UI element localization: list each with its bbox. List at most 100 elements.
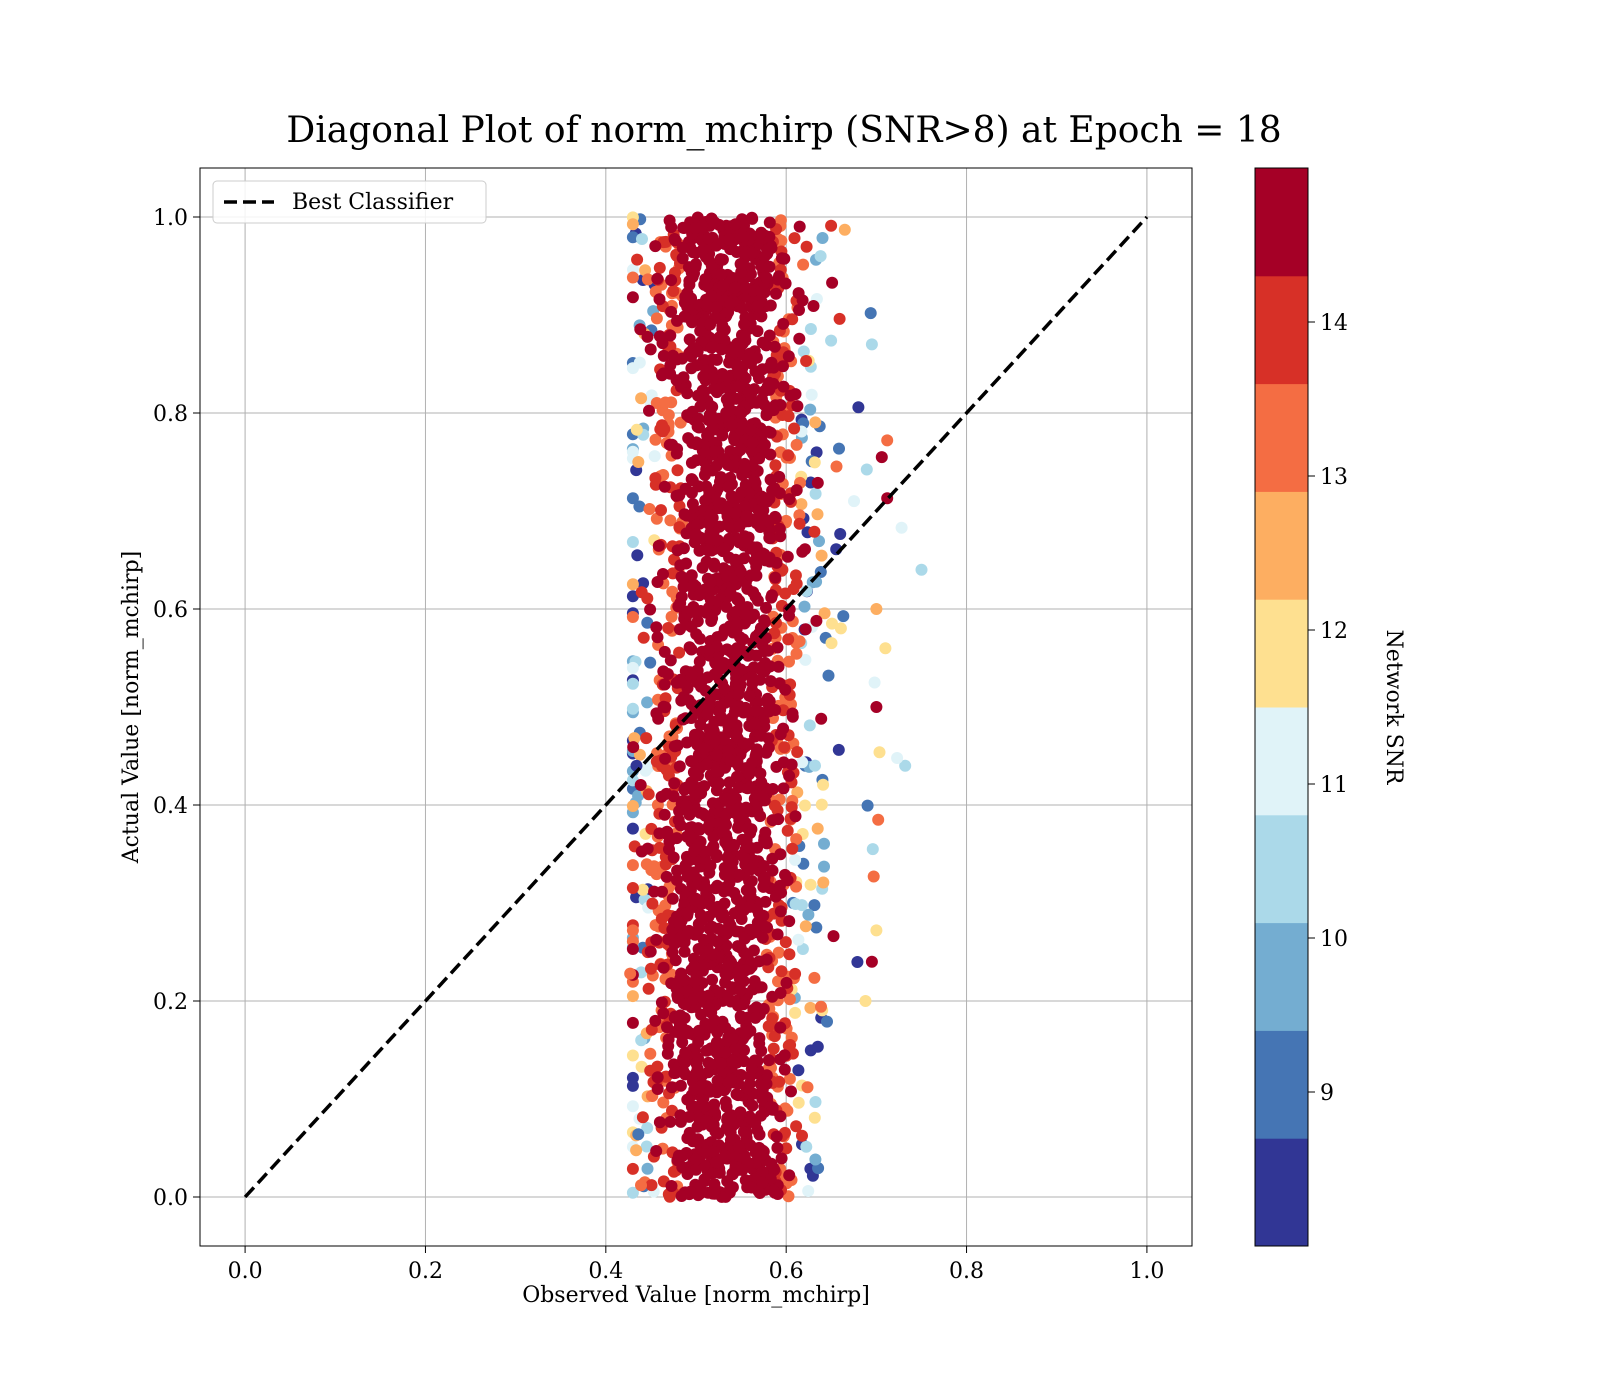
- scatter-point: [777, 360, 789, 373]
- scatter-point: [774, 848, 787, 861]
- scatter-point: [783, 993, 796, 1006]
- scatter-point: [673, 489, 686, 502]
- scatter-point: [809, 1153, 822, 1166]
- scatter-point: [782, 410, 795, 423]
- best-classifier-line: [243, 215, 1149, 1199]
- scatter-point: [678, 974, 691, 987]
- scatter-point: [626, 859, 639, 872]
- scatter-point: [788, 232, 801, 245]
- scatter-point: [736, 1164, 749, 1176]
- scatter-point: [767, 377, 780, 390]
- scatter-point: [796, 756, 809, 769]
- scatter-point: [766, 589, 778, 602]
- scatter-point: [785, 758, 798, 771]
- scatter-point: [679, 859, 692, 872]
- scatter-point: [772, 946, 785, 959]
- scatter-point: [626, 943, 639, 955]
- scatter-points: [624, 211, 928, 1203]
- scatter-point: [771, 641, 784, 654]
- scatter-point: [696, 561, 709, 574]
- scatter-point: [669, 234, 682, 247]
- scatter-point: [784, 389, 797, 402]
- scatter-point: [870, 924, 883, 937]
- scatter-point: [815, 549, 828, 562]
- scatter-point: [860, 463, 873, 476]
- scatter-point: [733, 1149, 746, 1162]
- x-axis-label: Observed Value [norm_mchirp]: [522, 1283, 870, 1308]
- scatter-point: [626, 231, 639, 244]
- scatter-point: [718, 623, 731, 636]
- scatter-point: [626, 362, 639, 375]
- scatter-point: [793, 635, 806, 648]
- scatter-point: [700, 1044, 713, 1057]
- scatter-point: [774, 728, 787, 741]
- scatter-point: [746, 436, 759, 449]
- scatter-point: [636, 233, 648, 245]
- scatter-point: [648, 450, 661, 463]
- scatter-point: [721, 989, 734, 1002]
- scatter-point: [738, 462, 751, 475]
- scatter-point: [801, 1081, 814, 1094]
- scatter-point: [666, 585, 679, 598]
- scatter-point: [698, 385, 711, 398]
- scatter-point: [795, 498, 808, 511]
- scatter-point: [635, 1179, 647, 1192]
- scatter-point: [658, 808, 671, 821]
- scatter-point: [778, 741, 791, 754]
- scatter-point: [683, 1110, 696, 1123]
- scatter-point: [791, 746, 804, 758]
- scatter-point: [657, 1007, 670, 1020]
- scatter-point: [680, 928, 693, 941]
- scatter-point: [719, 1046, 732, 1059]
- scatter-point: [737, 706, 750, 719]
- scatter-point: [868, 676, 881, 689]
- scatter-point: [626, 702, 639, 715]
- scatter-point: [711, 1074, 724, 1087]
- scatter-point: [759, 826, 772, 839]
- scatter-point: [782, 633, 795, 646]
- scatter-point: [767, 1184, 780, 1197]
- scatter-point: [701, 708, 714, 721]
- scatter-point: [709, 1156, 722, 1169]
- scatter-point: [804, 878, 817, 891]
- scatter-point: [746, 246, 759, 259]
- scatter-point: [715, 268, 728, 281]
- scatter-point: [802, 908, 815, 921]
- scatter-point: [838, 223, 851, 236]
- scatter-point: [782, 350, 795, 363]
- scatter-point: [866, 843, 879, 856]
- scatter-point: [641, 1162, 654, 1175]
- scatter-point: [626, 536, 639, 548]
- scatter-point: [626, 492, 639, 505]
- scatter-point: [796, 1129, 808, 1142]
- scatter-point: [675, 1190, 688, 1202]
- scatter-point: [778, 1063, 791, 1076]
- scatter-point: [690, 438, 703, 451]
- scatter-point: [728, 887, 741, 899]
- scatter-point: [774, 905, 787, 918]
- scatter-point: [658, 480, 671, 493]
- scatter-point: [809, 1096, 822, 1108]
- scatter-point: [641, 842, 654, 855]
- scatter-point: [782, 1039, 795, 1052]
- scatter-point: [783, 769, 796, 782]
- scatter-point: [796, 294, 809, 307]
- colorbar-segment: [1255, 491, 1308, 600]
- scatter-point: [752, 504, 765, 517]
- scatter-point: [746, 1099, 759, 1112]
- scatter-point: [763, 216, 776, 229]
- scatter-point: [703, 922, 716, 935]
- scatter-point: [827, 930, 840, 943]
- scatter-point: [773, 522, 786, 535]
- scatter-point: [761, 692, 774, 705]
- scatter-point: [760, 953, 773, 966]
- scatter-point: [702, 1066, 715, 1079]
- scatter-point: [773, 1075, 786, 1088]
- scatter-point: [708, 216, 721, 229]
- scatter-point: [800, 355, 813, 367]
- scatter-point: [649, 478, 662, 491]
- scatter-point: [738, 852, 751, 865]
- scatter-point: [733, 367, 745, 380]
- scatter-point: [818, 837, 830, 850]
